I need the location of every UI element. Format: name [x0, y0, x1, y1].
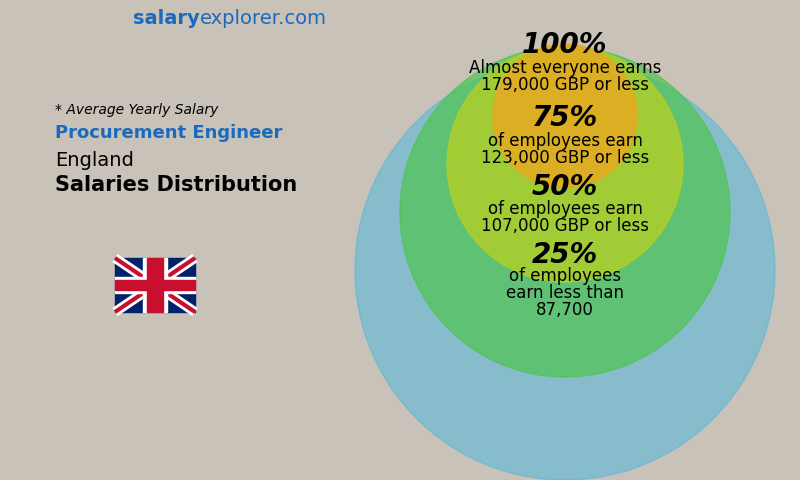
Bar	[115, 277, 195, 293]
Bar	[143, 258, 167, 312]
Text: 100%: 100%	[522, 31, 608, 59]
Text: 123,000 GBP or less: 123,000 GBP or less	[481, 149, 649, 167]
Text: 50%: 50%	[532, 173, 598, 201]
Text: 75%: 75%	[532, 104, 598, 132]
Text: salary: salary	[134, 9, 200, 27]
Text: England: England	[55, 151, 134, 169]
Bar	[147, 258, 163, 312]
Text: earn less than: earn less than	[506, 284, 624, 302]
Text: 25%: 25%	[532, 241, 598, 269]
Bar	[115, 258, 195, 312]
Circle shape	[355, 60, 775, 480]
Text: * Average Yearly Salary: * Average Yearly Salary	[55, 103, 218, 117]
Text: 107,000 GBP or less: 107,000 GBP or less	[481, 217, 649, 235]
Text: Salaries Distribution: Salaries Distribution	[55, 175, 298, 195]
Text: explorer.com: explorer.com	[200, 9, 327, 27]
Text: Almost everyone earns: Almost everyone earns	[469, 59, 661, 77]
Bar	[115, 279, 195, 290]
Circle shape	[493, 44, 637, 188]
Circle shape	[447, 46, 683, 282]
Text: of employees earn: of employees earn	[487, 132, 642, 150]
Text: of employees: of employees	[509, 267, 621, 285]
Text: of employees earn: of employees earn	[487, 200, 642, 218]
Text: 87,700: 87,700	[536, 301, 594, 319]
Text: Procurement Engineer: Procurement Engineer	[55, 124, 282, 142]
Circle shape	[400, 47, 730, 377]
Text: 179,000 GBP or less: 179,000 GBP or less	[481, 76, 649, 94]
